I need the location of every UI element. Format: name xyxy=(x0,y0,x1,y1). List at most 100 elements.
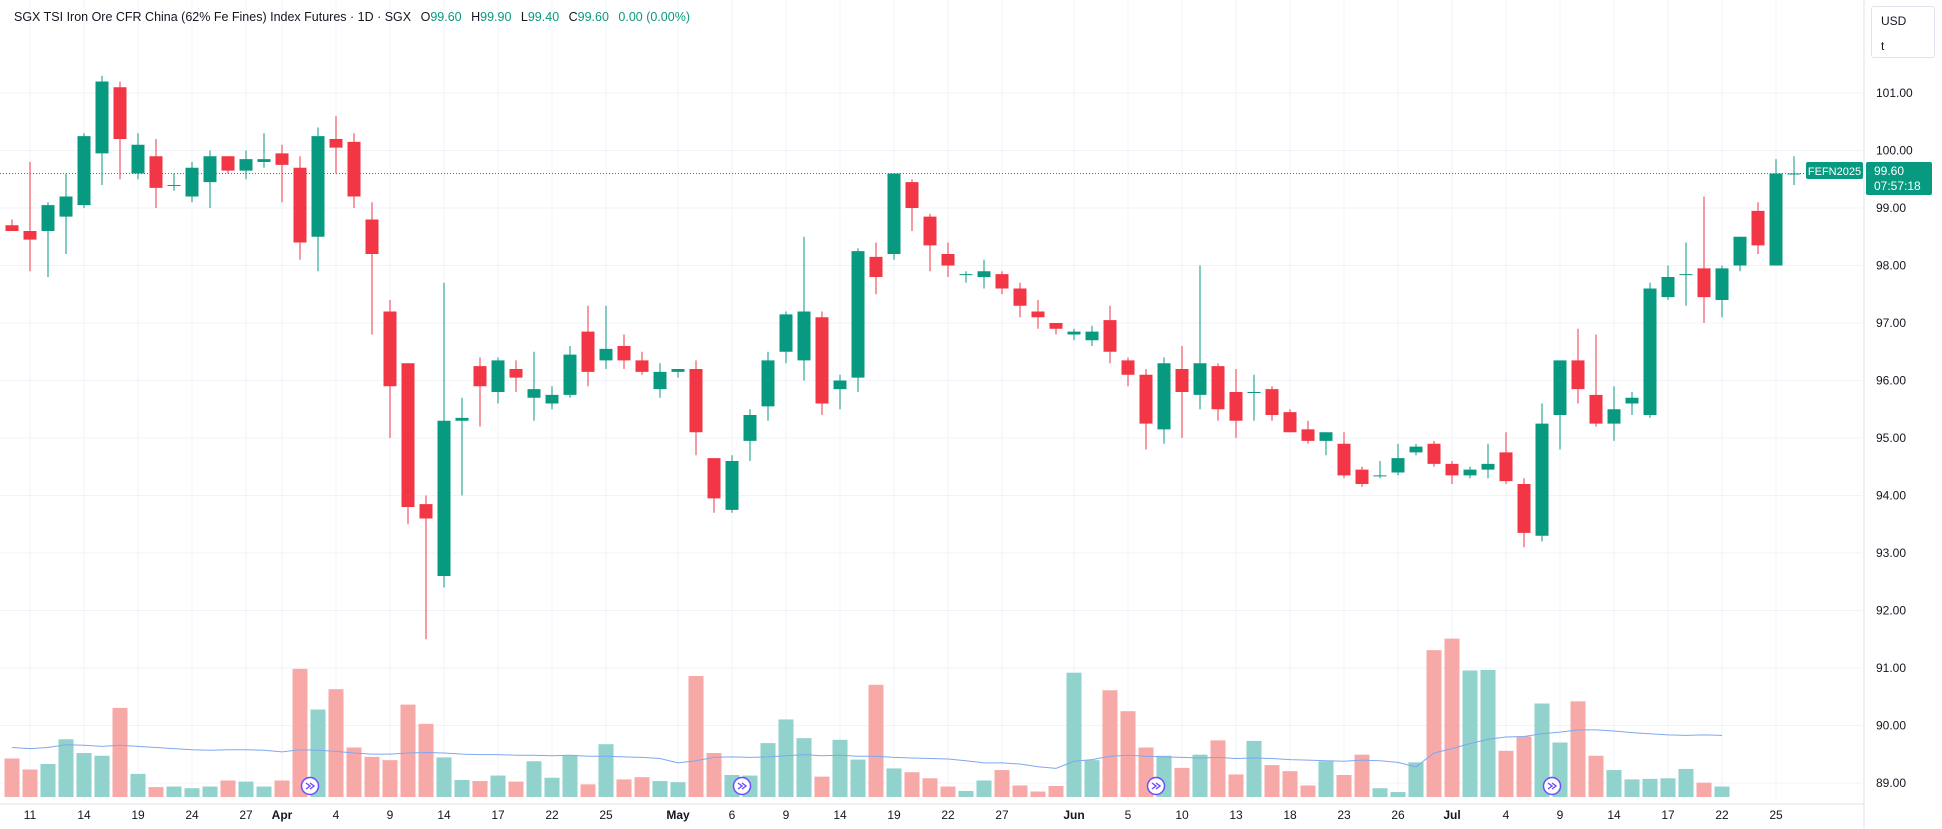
candle-body xyxy=(1445,463,1459,476)
candle-body xyxy=(1751,210,1765,246)
volume-bar xyxy=(598,744,614,797)
price-tick-label: 94.00 xyxy=(1876,489,1906,503)
dividend-event-icon[interactable] xyxy=(732,776,752,796)
candle xyxy=(257,133,271,168)
symbol-title[interactable]: SGX TSI Iron Ore CFR China (62% Fe Fines… xyxy=(14,10,412,24)
candle-body xyxy=(347,141,361,197)
time-tick-label: 22 xyxy=(941,808,955,822)
volume-bar xyxy=(760,743,776,797)
candle-body xyxy=(905,182,919,208)
candle-body xyxy=(1769,173,1783,266)
candle xyxy=(1589,334,1603,427)
candle xyxy=(347,133,361,208)
price-tick-label: 91.00 xyxy=(1876,661,1906,675)
volume-bar xyxy=(202,786,218,797)
candle-body xyxy=(725,461,739,510)
candle-body xyxy=(1355,469,1369,484)
price-tick-label: 96.00 xyxy=(1876,374,1906,388)
volume-bar xyxy=(130,773,146,797)
volume-bar xyxy=(22,769,38,797)
time-tick-label: Jun xyxy=(1063,808,1084,822)
currency-unit-selector[interactable]: USD t xyxy=(1871,6,1935,58)
time-tick-label: 5 xyxy=(1125,808,1132,822)
event-markers[interactable] xyxy=(300,776,1562,796)
price-axis[interactable]: 101.00 100.00 99.00 98.00 97.00 96.00 95.00 94.… xyxy=(1863,0,1913,829)
candle xyxy=(941,242,955,277)
candle xyxy=(725,455,739,513)
symbol-legend[interactable]: SGX TSI Iron Ore CFR China (62% Fe Fines… xyxy=(14,10,690,24)
candle xyxy=(797,236,811,381)
candle-body xyxy=(383,311,397,387)
candle-body xyxy=(41,205,55,231)
candle-body xyxy=(1085,331,1099,341)
volume-bar xyxy=(166,786,182,797)
candle xyxy=(509,360,523,392)
candle-body xyxy=(1643,288,1657,415)
candle-body xyxy=(1247,392,1261,393)
candle-body xyxy=(1031,311,1045,318)
time-axis[interactable]: 11 14 19 24 27 Apr 4 9 14 17 22 25 May 6 9 14 19 22 27 Jun 5… xyxy=(0,803,1864,822)
volume-bar xyxy=(418,723,434,797)
volume-bar xyxy=(94,755,110,797)
candle xyxy=(1679,242,1693,306)
time-tick-label: 18 xyxy=(1283,808,1297,822)
volume-bar xyxy=(310,709,326,797)
candle-body xyxy=(1589,394,1603,424)
candle-body xyxy=(329,139,343,148)
candle xyxy=(221,156,235,174)
candle-body xyxy=(527,389,541,398)
candle xyxy=(1157,357,1171,444)
candle xyxy=(581,305,595,387)
time-tick-label: Apr xyxy=(272,808,293,822)
volume-bar xyxy=(706,753,722,797)
volume-bar xyxy=(508,781,524,797)
dividend-event-icon[interactable] xyxy=(1542,776,1562,796)
candle xyxy=(1265,386,1279,421)
time-tick-label: 26 xyxy=(1391,808,1405,822)
candle-body xyxy=(1535,423,1549,536)
volume-bar xyxy=(1102,690,1118,797)
candle-body xyxy=(293,167,307,243)
candle xyxy=(1643,282,1657,418)
price-tick-label: 95.00 xyxy=(1876,431,1906,445)
volume-bar xyxy=(994,770,1010,797)
dividend-event-icon[interactable] xyxy=(300,776,320,796)
candle xyxy=(1733,236,1747,272)
unit-label[interactable]: t xyxy=(1881,39,1885,53)
volume-bar xyxy=(1606,770,1622,797)
candle xyxy=(1049,323,1063,335)
close-label: C xyxy=(568,10,578,24)
candle xyxy=(77,133,91,208)
candle xyxy=(869,242,883,295)
candle-body xyxy=(1157,363,1171,430)
candle xyxy=(293,156,307,260)
volume-bar xyxy=(1534,703,1550,797)
volume-bar xyxy=(490,775,506,797)
candle-body xyxy=(1211,366,1225,410)
candle xyxy=(1355,466,1369,487)
candle-body xyxy=(1229,392,1243,421)
volume-bar xyxy=(1192,754,1208,797)
time-tick-label: 27 xyxy=(995,808,1009,822)
candle xyxy=(527,351,541,421)
low-value: 99.40 xyxy=(527,10,560,24)
candle-body xyxy=(815,317,829,404)
volume-bar xyxy=(1318,761,1334,797)
volume-bar xyxy=(1210,740,1226,797)
time-tick-label: 6 xyxy=(729,808,736,822)
candle-body xyxy=(1319,432,1333,441)
currency-label[interactable]: USD xyxy=(1881,14,1907,28)
time-tick-label: 14 xyxy=(77,808,91,822)
time-tick-label: 9 xyxy=(1557,808,1564,822)
candle-body xyxy=(95,81,109,154)
dividend-event-icon[interactable] xyxy=(1146,776,1166,796)
candle xyxy=(59,173,73,254)
volume-bar xyxy=(1624,779,1640,797)
volume-bar xyxy=(868,684,884,797)
candle-body xyxy=(311,136,325,237)
volume-bar xyxy=(220,780,236,797)
candle-body xyxy=(77,136,91,206)
volume-bar xyxy=(238,781,254,797)
candle xyxy=(851,248,865,392)
